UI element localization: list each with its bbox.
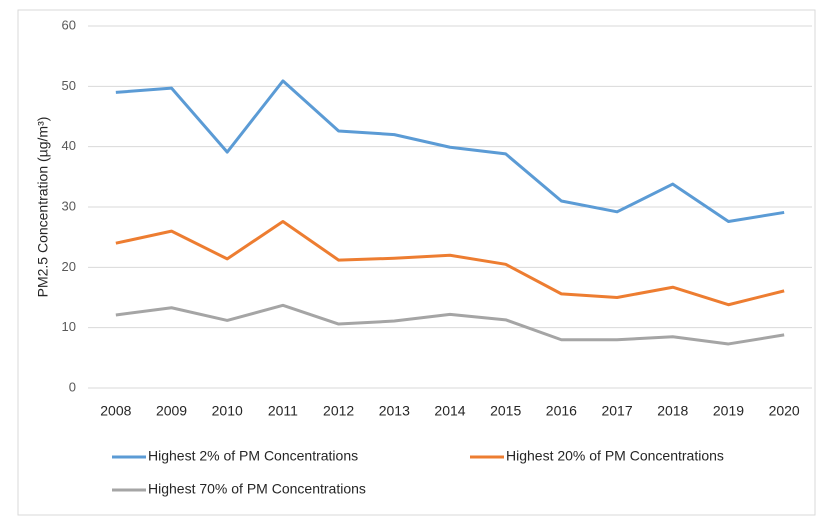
y-tick-label: 50 xyxy=(62,78,76,93)
y-axis-label: PM2.5 Concentration (µg/m³) xyxy=(35,117,51,298)
x-tick-label: 2018 xyxy=(657,403,688,419)
chart-border xyxy=(17,9,816,516)
x-tick-label: 2016 xyxy=(546,403,577,419)
y-tick-label: 40 xyxy=(62,138,76,153)
y-tick-label: 60 xyxy=(62,17,76,32)
x-tick-label: 2017 xyxy=(601,403,632,419)
x-tick-label: 2012 xyxy=(323,403,354,419)
legend-label: Highest 20% of PM Concentrations xyxy=(506,448,724,464)
x-tick-label: 2019 xyxy=(713,403,744,419)
x-tick-label: 2014 xyxy=(434,403,465,419)
y-tick-label: 0 xyxy=(69,379,76,394)
x-tick-label: 2011 xyxy=(268,403,298,419)
y-tick-label: 30 xyxy=(62,198,76,213)
series-line xyxy=(115,219,785,307)
y-tick-label: 20 xyxy=(62,259,76,274)
legend-label: Highest 2% of PM Concentrations xyxy=(148,448,358,464)
legend-label: Highest 70% of PM Concentrations xyxy=(148,481,366,497)
x-tick-label: 2010 xyxy=(212,403,243,419)
x-tick-label: 2008 xyxy=(100,403,131,419)
series-line xyxy=(115,303,785,346)
x-tick-label: 2015 xyxy=(490,403,521,419)
x-tick-label: 2009 xyxy=(156,403,187,419)
y-tick-label: 10 xyxy=(62,319,76,334)
x-tick-label: 2013 xyxy=(379,403,410,419)
x-tick-label: 2020 xyxy=(769,403,800,419)
series-line xyxy=(115,79,785,223)
